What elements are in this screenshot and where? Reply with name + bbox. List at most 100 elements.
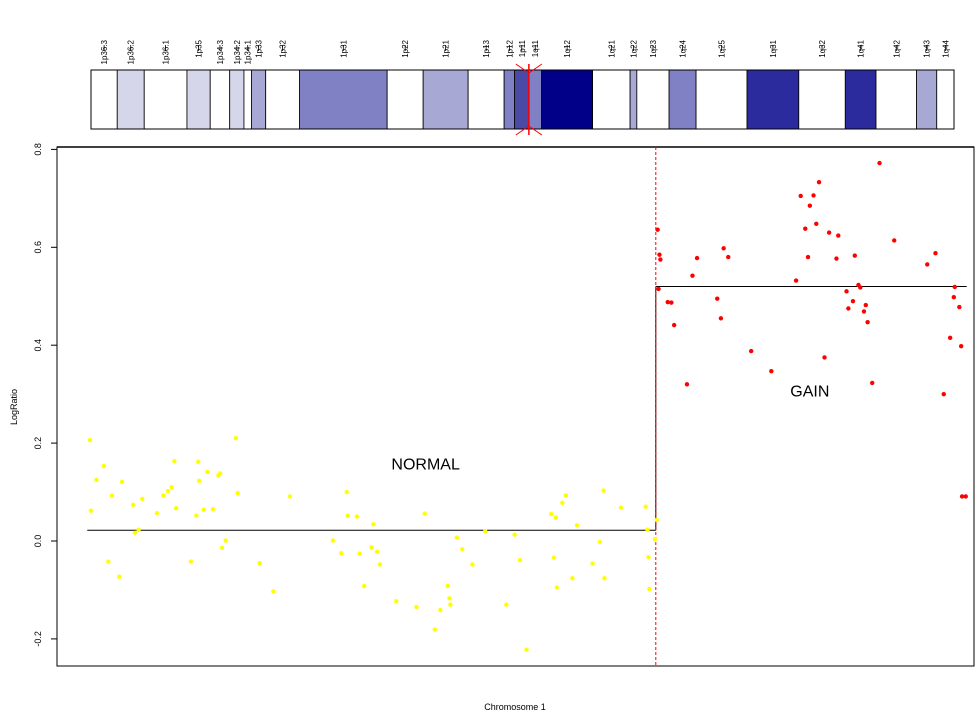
data-point [877, 160, 882, 166]
data-point [470, 562, 475, 567]
data-point [601, 488, 606, 493]
band-label: 1p32 [279, 39, 288, 57]
band-label: 1p36.3 [100, 39, 109, 64]
data-point [549, 511, 554, 517]
data-point [941, 391, 946, 397]
band-label: 1p11 [518, 39, 527, 57]
ideogram-band [265, 69, 300, 130]
data-point [109, 493, 115, 498]
data-point [205, 469, 210, 475]
band-label: 1q22 [629, 39, 638, 57]
data-point [952, 284, 957, 290]
ideogram-band [746, 69, 800, 130]
data-point [257, 560, 262, 566]
y-axis-label: LogRatio [9, 389, 19, 425]
band-label: 1p34.3 [216, 39, 225, 64]
data-point [117, 574, 122, 579]
data-point [892, 238, 897, 243]
y-tick-label: 0.4 [33, 339, 43, 352]
data-point [94, 477, 99, 483]
band-label: 1q32 [818, 39, 827, 57]
band-label: 1p36.2 [127, 39, 136, 64]
chromosome-ideogram: 1p36.3 1p36.2 1p36.1 1p35 1p34.3 1p34.2 1p34.1… [90, 39, 955, 136]
ideogram-band [695, 69, 748, 130]
band-label: 1p13 [482, 39, 491, 57]
data-point [447, 596, 452, 601]
data-point [172, 459, 177, 464]
data-point [560, 500, 565, 506]
annotation-label: NORMAL [391, 457, 460, 474]
band-label: 1p33 [255, 39, 264, 57]
data-point [454, 535, 460, 540]
data-point [822, 355, 827, 360]
data-point [140, 496, 145, 502]
data-point [803, 226, 808, 231]
data-point [665, 299, 670, 305]
band-label: 1q23 [649, 39, 658, 57]
x-axis-label: Chromosome 1 [484, 702, 546, 712]
ideogram-band [386, 69, 424, 130]
band-label: 1q31 [769, 39, 778, 57]
band-label: 1p31 [339, 39, 348, 57]
data-point [88, 508, 94, 513]
data-point [643, 504, 648, 509]
data-point [394, 599, 399, 604]
data-point [154, 510, 160, 516]
data-point [798, 193, 803, 199]
data-point [958, 343, 964, 349]
data-point [826, 230, 832, 235]
data-point [554, 585, 559, 590]
data-point [517, 557, 523, 563]
data-point [87, 437, 93, 443]
data-point [377, 562, 382, 567]
data-point [414, 604, 419, 610]
data-point [602, 576, 607, 581]
band-label: 1p21 [442, 39, 451, 57]
data-point [369, 545, 374, 550]
ideogram-band [875, 69, 917, 130]
data-point [652, 536, 658, 542]
data-point [504, 602, 509, 607]
data-point [951, 295, 957, 300]
data-point [438, 607, 443, 613]
data-point [597, 539, 603, 545]
data-point [354, 514, 360, 519]
data-point [563, 493, 569, 498]
band-label: 1q24 [679, 39, 688, 57]
annotations: NORMAL GAIN [391, 384, 829, 474]
data-point [196, 478, 202, 483]
ideogram-band [592, 69, 631, 130]
ideogram-band [143, 69, 188, 130]
ideogram-band [186, 69, 211, 130]
data-point [655, 227, 660, 232]
band-label: 1p34.2 [233, 39, 242, 64]
data-point [106, 559, 111, 564]
data-points [87, 160, 968, 652]
data-point [483, 529, 488, 534]
ideogram-band [528, 69, 543, 130]
ideogram-band [514, 69, 530, 130]
data-point [646, 554, 651, 560]
data-point [361, 583, 367, 589]
data-point [223, 538, 228, 543]
band-label: 1p22 [401, 39, 410, 57]
data-point [769, 368, 774, 374]
band-label: 1q42 [892, 39, 901, 57]
band-label: 1q21 [607, 39, 616, 57]
data-point [645, 527, 650, 532]
data-point [718, 316, 724, 321]
ideogram-band [209, 69, 231, 130]
data-point [963, 494, 968, 499]
data-point [136, 527, 141, 532]
ideogram-band [844, 69, 877, 130]
data-point [861, 309, 867, 314]
data-point [846, 306, 851, 311]
data-point [235, 490, 240, 496]
ideogram-band [467, 69, 505, 130]
data-point [448, 602, 453, 607]
data-point [669, 300, 674, 305]
data-point [371, 522, 376, 527]
data-point [422, 511, 427, 516]
ideogram-band [503, 69, 516, 130]
data-point [852, 253, 857, 258]
